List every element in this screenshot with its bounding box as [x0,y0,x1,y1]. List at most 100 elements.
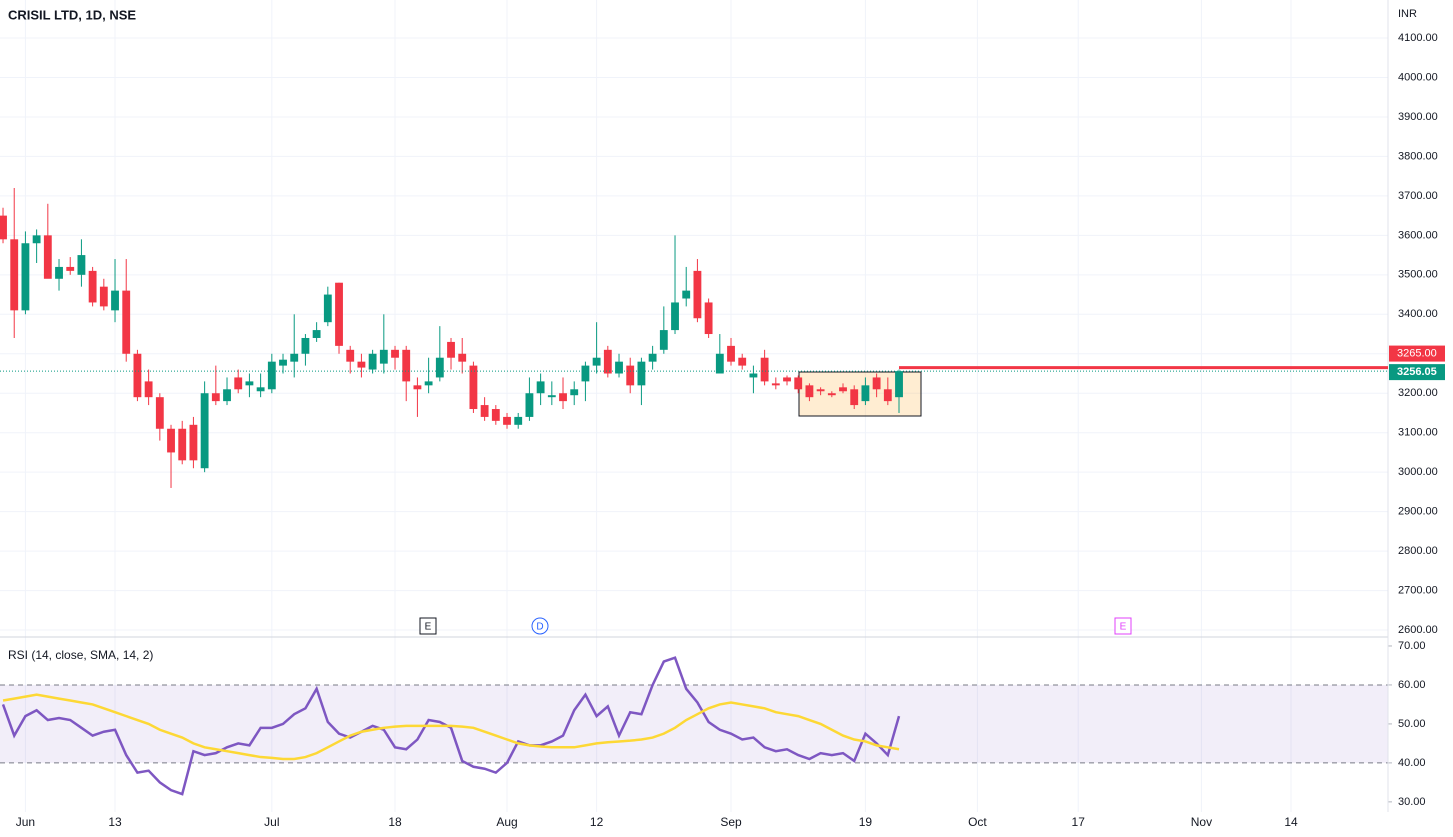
candle-body [335,282,343,346]
candle-body [491,409,500,421]
y2-tick-label: 70.00 [1398,640,1426,652]
candle-body [704,302,713,335]
candle-body [323,294,332,323]
candle-body [749,373,758,378]
candle-body [55,266,63,279]
rsi-line [2,693,900,761]
x-tick-label: 18 [388,815,402,829]
candle-body [671,302,679,331]
candle-body [514,416,523,425]
candle-body [727,345,735,362]
price-tag-label: 3265.00 [1397,347,1437,359]
x-tick-label: Oct [968,815,987,829]
rsi-title: RSI (14, close, SMA, 14, 2) [8,648,153,662]
y-tick-label: 3900.00 [1398,111,1438,123]
price-tag [1389,364,1445,381]
y-tick-label: 2900.00 [1398,506,1438,518]
marks [0,187,1388,796]
candle-body [816,389,825,392]
candle-body [872,377,881,390]
candle-body [290,353,299,362]
candle-body [480,405,489,417]
candle-body [200,393,209,469]
candle-body [234,377,243,390]
candle-body [861,385,870,402]
candle-body [693,270,702,319]
candle-body [715,353,724,374]
candle-body [805,385,814,398]
candle-body [245,381,254,386]
y-tick-label: 3200.00 [1398,387,1438,399]
candle-body [850,389,859,406]
candle-body [379,349,388,364]
candle-body [301,337,310,354]
x-tick-label: 17 [1072,815,1086,829]
y-tick-label: 4100.00 [1398,32,1438,44]
candle-body [570,389,579,396]
candle-body [771,383,780,386]
candle-body [122,290,131,354]
candle-body [794,377,803,390]
candle-body [77,255,86,275]
candle-body [267,361,276,390]
candle-body [0,215,7,240]
candle-body [189,424,198,461]
y-tick-label: 3500.00 [1398,269,1438,281]
event-label: D [536,622,543,633]
candle-body [133,353,142,398]
x-tick-label: Jul [264,815,279,829]
candle-body [155,397,164,429]
candle-body [615,361,623,374]
candle-body [458,353,467,362]
candle-body [32,235,41,244]
x-tick-label: 12 [590,815,604,829]
candle-body [648,353,657,362]
x-tick-label: 14 [1284,815,1298,829]
candle-body [682,290,691,299]
candle-body [413,385,422,390]
candle-body [626,365,635,386]
y2-tick-label: 50.00 [1398,718,1426,730]
y-tick-label: 3600.00 [1398,229,1438,241]
y-tick-label: 2600.00 [1398,624,1438,636]
candle-body [402,349,411,382]
event-label: E [425,622,432,633]
candle-body [659,330,668,350]
candle-body [559,393,567,402]
y-tick-label: 2700.00 [1398,584,1438,596]
event-marker [531,617,549,635]
candle-body [581,365,590,382]
candle-body [346,349,355,362]
currency-label: INR [1398,8,1417,20]
candle-body [760,357,769,382]
y2-tick-label: 30.00 [1398,796,1426,808]
candle-body [211,393,220,402]
candle-body [368,353,377,370]
candle-body [312,330,321,338]
y2-tick-label: 40.00 [1398,757,1426,769]
candle-body [99,286,108,307]
y-tick-label: 3100.00 [1398,427,1438,439]
candle-body [66,266,75,271]
candle-body [21,243,30,311]
x-tick-label: Nov [1191,815,1212,829]
candle-body [88,270,97,303]
rsi-line [1,656,901,796]
candle-body [827,393,836,396]
candle-body [167,428,175,453]
price-tag-label: 3256.05 [1397,366,1437,378]
candle-body [435,357,444,378]
candle-body [783,377,791,382]
candle-body [592,357,601,366]
y-tick-label: 2800.00 [1398,545,1438,557]
candle-body [256,387,265,392]
x-tick-label: 13 [108,815,122,829]
candle-body [503,416,511,425]
event-marker [1114,617,1132,635]
candle-body [111,290,119,311]
candle-body [883,389,892,402]
y2-tick-label: 60.00 [1398,679,1426,691]
event-marker [419,617,437,635]
